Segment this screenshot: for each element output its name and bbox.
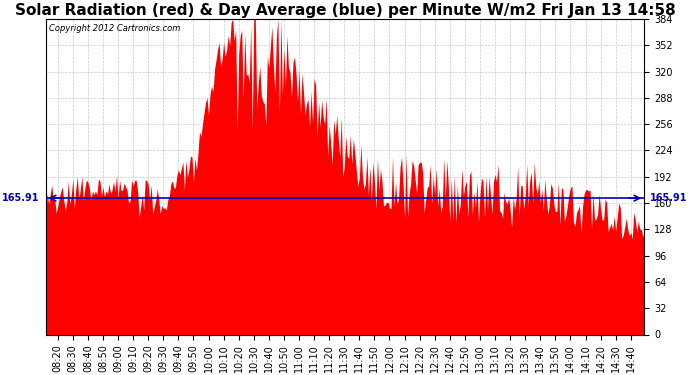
Title: Solar Radiation (red) & Day Average (blue) per Minute W/m2 Fri Jan 13 14:58: Solar Radiation (red) & Day Average (blu… bbox=[14, 3, 676, 18]
Text: Copyright 2012 Cartronics.com: Copyright 2012 Cartronics.com bbox=[49, 24, 180, 33]
Text: 165.91: 165.91 bbox=[2, 193, 39, 203]
Text: 165.91: 165.91 bbox=[651, 193, 688, 203]
